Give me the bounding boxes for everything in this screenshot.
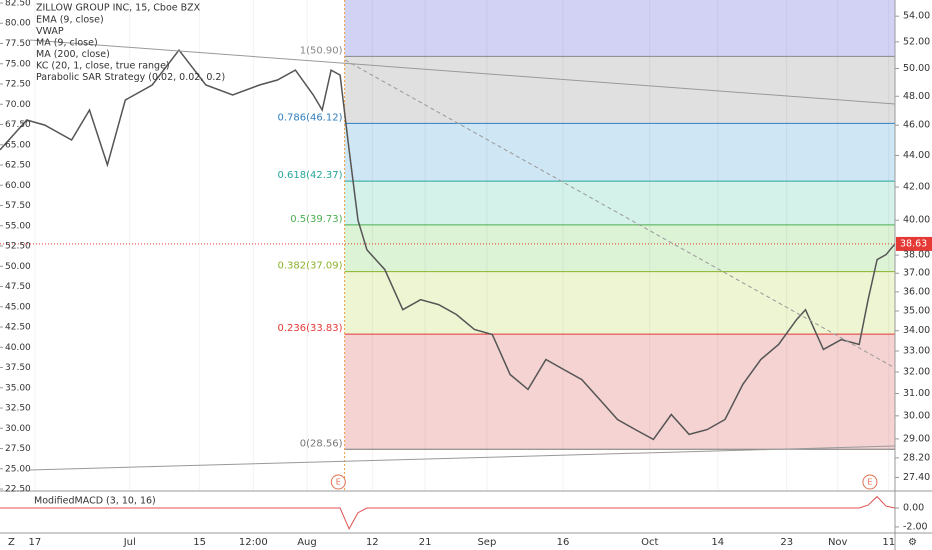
y2-tick-label: 25.00 [5, 464, 31, 474]
y-tick-label: 52.00 [903, 36, 930, 47]
event-marker [330, 474, 346, 490]
macd-title: ModifiedMACD (3, 10, 16) [34, 496, 156, 507]
y2-tick-label: 47.50 [5, 282, 31, 292]
indicator-label: EMA (9, close) [36, 15, 104, 26]
x-tick-label: 14 [711, 537, 724, 548]
last-price-label: 38.63 [900, 238, 927, 249]
x-tick-label: 21 [419, 537, 432, 548]
y-tick-label: 28.20 [903, 452, 930, 463]
fib-band [344, 224, 895, 272]
y2-tick-label: 32.50 [5, 404, 31, 414]
fib-label: 0.618(42.37) [278, 170, 343, 181]
y2-tick-label: 55.00 [5, 221, 31, 231]
plot: 1(50.90) 0.786(46.12) 0.618(42.37) 0.5(39.7… [0, 0, 896, 490]
y2-tick-label: 52.50 [5, 242, 31, 252]
indicator-label: VWAP [36, 26, 64, 37]
y2-tick-label: 62.50 [5, 161, 31, 171]
y-tick-label: 32.00 [903, 366, 930, 377]
x-tick-label: Jul [123, 537, 136, 548]
x-tick-label: Oct [641, 537, 658, 548]
y2-tick-label: 80.00 [5, 19, 31, 29]
y2-tick-label: 22.50 [5, 485, 31, 495]
x-tick-label: 17 [29, 537, 42, 548]
y-tick-label: 29.00 [903, 433, 930, 444]
y2-tick-label: 50.00 [5, 262, 31, 272]
fib-label: 0.786(46.12) [278, 112, 343, 123]
y2-tick-label: 57.50 [5, 201, 31, 211]
event-marker [862, 474, 878, 490]
y-tick-label: 30.00 [903, 410, 930, 421]
y2-tick-label: 75.00 [5, 59, 31, 69]
y-tick-label: 48.00 [903, 91, 930, 102]
x-tick-label: 16 [557, 537, 570, 548]
fib-label: 0.236(33.83) [278, 323, 343, 334]
x-tick-label: Sep [477, 537, 496, 548]
y-tick-label: 54.00 [903, 11, 930, 22]
y-tick-label: 38.00 [903, 250, 930, 261]
y-tick-label: 27.40 [903, 472, 930, 483]
x-tick-label: 23 [780, 537, 793, 548]
y2-tick-label: 70.00 [5, 100, 31, 110]
price-line [0, 48, 896, 441]
y-tick-label: 31.00 [903, 388, 930, 399]
fib-label: 0.382(37.09) [278, 261, 343, 272]
trend-line [29, 39, 896, 105]
indicator-label: MA (200, close) [36, 49, 110, 60]
x-tick-label: Aug [297, 537, 317, 548]
zoom-button[interactable]: ⚙ [908, 537, 917, 548]
y-tick-label: 50.00 [903, 63, 930, 74]
chart-title: ZILLOW GROUP INC, 15, Cboe BZX [36, 3, 201, 14]
fib-label: 0.5(39.73) [290, 214, 342, 225]
x-tick-label: 12:00 [239, 537, 268, 548]
y2-tick-label: 77.50 [5, 39, 31, 49]
fib-band [344, 271, 895, 335]
y-tick-label: 35.00 [903, 306, 930, 317]
fib-top-band [344, 0, 895, 57]
macd-tick-label: -2.00 [903, 521, 928, 532]
y2-tick-label: 72.50 [5, 80, 31, 90]
y2-tick-label: 30.00 [5, 424, 31, 434]
legend: ZILLOW GROUP INC, 15, Cboe BZX EMA (9, c… [36, 3, 225, 84]
event-label: E [336, 478, 341, 487]
trend-line [344, 59, 896, 369]
y-tick-label: 36.00 [903, 286, 930, 297]
x-tick-label: 12 [366, 537, 379, 548]
indicator-label: Parabolic SAR Strategy (0.02, 0.02, 0.2) [36, 72, 225, 83]
indicator-label: KC (20, 1, close, true range) [36, 61, 170, 72]
y2-tick-label: 40.00 [5, 343, 31, 353]
fib-band [344, 56, 895, 124]
y2-tick-label: 67.50 [5, 120, 31, 130]
fib-label: 0(28.56) [300, 438, 343, 449]
y-tick-label: 46.00 [903, 120, 930, 131]
y2-tick-label: 60.00 [5, 181, 31, 191]
fib-label: 1(50.90) [300, 45, 343, 56]
fib-band [344, 181, 895, 225]
macd-tick-label: 0.00 [903, 502, 924, 513]
y-tick-label: 37.00 [903, 268, 930, 279]
macd-line [0, 495, 896, 531]
last-price-tag [896, 236, 932, 251]
y-tick-label: 44.00 [903, 150, 930, 161]
y-tick-label: 33.00 [903, 346, 930, 357]
y-tick-label: 42.00 [903, 182, 930, 193]
y2-tick-label: 82.50 [5, 0, 31, 8]
x-tick-label: 11 [882, 537, 895, 548]
y2-tick-label: 37.50 [5, 363, 31, 373]
y-tick-label: 40.00 [903, 215, 930, 226]
y2-tick-label: 35.00 [5, 383, 31, 393]
fib-band [344, 334, 895, 450]
indicator-label: MA (9, close) [36, 38, 98, 49]
timezone-button[interactable]: Z [8, 537, 15, 548]
fib-band [344, 123, 895, 182]
x-tick-label: 15 [193, 537, 206, 548]
trend-line [29, 445, 896, 471]
y2-tick-label: 65.00 [5, 140, 31, 150]
y-tick-label: 34.00 [903, 325, 930, 336]
event-label: E [867, 478, 872, 487]
y2-tick-label: 27.50 [5, 444, 31, 454]
x-tick-label: Nov [828, 537, 848, 548]
y2-tick-label: 42.50 [5, 323, 31, 333]
y2-tick-label: 45.00 [5, 302, 31, 312]
